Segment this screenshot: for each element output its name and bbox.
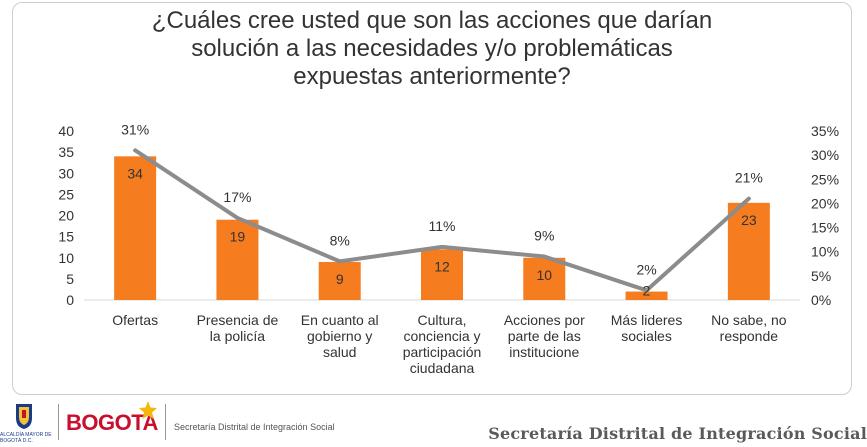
bar-data-label: 23 (741, 212, 757, 228)
left-axis-tick-label: 5 (66, 271, 74, 287)
category-label: responde (720, 328, 779, 344)
line-data-label: 11% (429, 218, 456, 234)
left-axis-tick-label: 20 (58, 208, 74, 224)
bar (625, 291, 668, 300)
bar (523, 257, 566, 300)
bogota-logo: BOGOTA (66, 410, 158, 435)
line-data-label: 9% (534, 228, 554, 244)
bar-data-label: 19 (230, 229, 246, 245)
right-axis-tick-label: 30% (811, 147, 839, 163)
category-label: gobierno y (307, 328, 372, 344)
chart-title: ¿Cuáles cree usted que son las acciones … (13, 7, 851, 91)
category-label: ciudadana (410, 360, 475, 376)
bar (216, 219, 259, 300)
category-label: Presencia de (197, 312, 279, 328)
percentage-line (133, 148, 751, 293)
category-label: la policía (210, 328, 265, 344)
category-label: parte de las (508, 328, 581, 344)
left-axis-tick-label: 25 (58, 186, 74, 202)
crest-caption: ALCALDÍA MAYOR DE BOGOTÁ D.C. (0, 432, 52, 444)
left-axis-tick-label: 10 (58, 250, 74, 266)
footer-divider (165, 404, 166, 440)
entity-name-small: Secretaría Distrital de Integración Soci… (174, 422, 335, 432)
bar-data-label: 9 (336, 271, 344, 287)
right-axis-tick-label: 10% (811, 244, 839, 260)
bar (727, 202, 770, 300)
bar-data-label: 10 (536, 267, 552, 283)
category-label: conciencia y (403, 328, 480, 344)
category-label: Cultura, (417, 312, 466, 328)
bar (318, 261, 361, 300)
line-data-label: 31% (121, 121, 149, 137)
footer-divider (58, 404, 59, 440)
chart-title-line: expuestas anteriormente? (293, 63, 571, 90)
category-label: Acciones por (504, 312, 585, 328)
category-label: Ofertas (112, 312, 158, 328)
category-label: participación (403, 344, 482, 360)
category-label: No sabe, no (711, 312, 787, 328)
right-axis-tick-label: 0% (811, 292, 831, 308)
right-axis-tick-label: 15% (811, 220, 839, 236)
right-axis-tick-label: 25% (811, 171, 839, 187)
footer: ALCALDÍA MAYOR DE BOGOTÁ D.C. BOGOTA Sec… (0, 398, 867, 447)
category-label: Más lideres (611, 312, 683, 328)
category-label: salud (323, 344, 356, 360)
star-icon (139, 401, 157, 419)
left-axis-tick-label: 40 (58, 123, 74, 139)
entity-name-large: Secretaría Distrital de Integración Soci… (488, 424, 867, 443)
line-data-label: 8% (330, 232, 350, 248)
right-axis-tick-label: 35% (811, 123, 839, 139)
line-data-label: 21% (735, 170, 763, 186)
right-axis-tick-label: 5% (811, 268, 831, 284)
left-axis-tick-label: 35 (58, 144, 74, 160)
category-label: institucione (509, 344, 579, 360)
category-label: En cuanto al (301, 312, 379, 328)
left-axis-tick-label: 30 (58, 165, 74, 181)
bar-data-label: 2 (643, 283, 651, 299)
category-label: sociales (621, 328, 672, 344)
chart-title-line: solución a las necesidades y/o problemát… (191, 35, 673, 62)
bogota-crest-icon (16, 404, 32, 429)
bar-data-label: 12 (434, 258, 450, 274)
bar-data-label: 34 (127, 165, 143, 181)
chart-title-line: ¿Cuáles cree usted que son las acciones … (151, 7, 713, 34)
bar (114, 156, 157, 300)
right-axis-tick-label: 20% (811, 195, 839, 211)
line-data-label: 2% (636, 261, 656, 277)
left-axis-tick-label: 0 (66, 292, 74, 308)
line-data-label: 17% (223, 189, 251, 205)
left-axis-tick-label: 15 (58, 229, 74, 245)
bar (421, 249, 463, 300)
